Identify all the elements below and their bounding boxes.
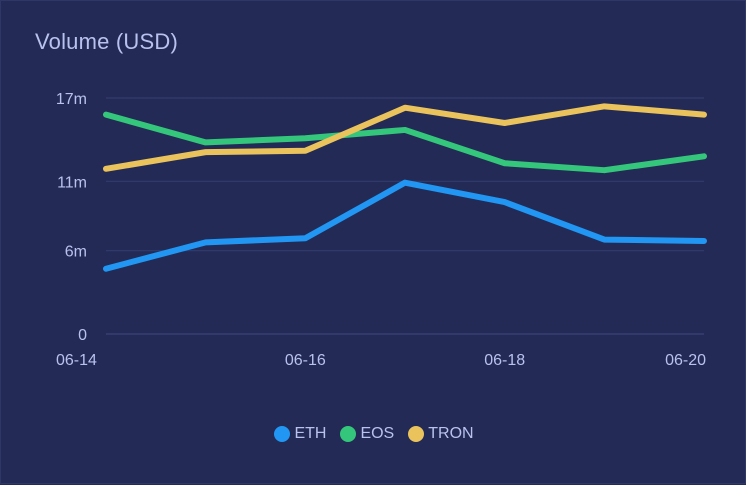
- x-tick-label: 06-16: [285, 352, 326, 369]
- y-tick-label: 17m: [56, 91, 87, 108]
- eos-legend-dot-icon: [340, 426, 357, 442]
- data-point-eos[interactable]: [203, 139, 209, 145]
- data-point-tron[interactable]: [302, 148, 308, 154]
- data-point-tron[interactable]: [502, 120, 508, 126]
- legend-item-tron[interactable]: TRON: [408, 425, 474, 443]
- legend-item-eos[interactable]: EOS: [340, 425, 394, 443]
- data-point-tron[interactable]: [103, 166, 109, 172]
- x-tick-label: 06-20: [665, 352, 706, 369]
- data-point-tron[interactable]: [402, 105, 408, 111]
- x-tick-label: 06-18: [484, 352, 525, 369]
- x-tick-label: 06-14: [56, 352, 97, 369]
- data-point-eos[interactable]: [302, 135, 308, 141]
- data-point-eth[interactable]: [701, 238, 707, 244]
- legend-label-eth: ETH: [294, 425, 327, 442]
- series-line-eos[interactable]: [103, 111, 707, 174]
- tron-legend-dot-icon: [408, 426, 425, 442]
- data-point-eos[interactable]: [502, 160, 508, 166]
- series-lines: [103, 103, 707, 272]
- data-point-tron[interactable]: [701, 112, 707, 118]
- eth-legend-dot-icon: [274, 426, 291, 442]
- data-point-eos[interactable]: [103, 112, 109, 118]
- data-point-eos[interactable]: [701, 153, 707, 159]
- data-point-eth[interactable]: [601, 237, 607, 243]
- data-point-eos[interactable]: [402, 127, 408, 133]
- data-point-tron[interactable]: [203, 149, 209, 155]
- data-point-tron[interactable]: [601, 103, 607, 109]
- data-point-eth[interactable]: [203, 239, 209, 245]
- data-point-eth[interactable]: [103, 266, 109, 272]
- x-axis-ticks: 06-14 06-16 06-18 06-20: [56, 352, 706, 369]
- legend-label-tron: TRON: [428, 425, 474, 442]
- y-tick-label: 6m: [65, 244, 87, 261]
- series-line-eth[interactable]: [103, 179, 707, 272]
- gridlines: [106, 97, 704, 335]
- y-tick-label: 0: [78, 327, 87, 344]
- data-point-eth[interactable]: [402, 180, 408, 186]
- legend-item-eth[interactable]: ETH: [274, 425, 326, 443]
- legend-label-eos: EOS: [360, 425, 395, 442]
- data-point-eth[interactable]: [502, 199, 508, 205]
- data-point-eos[interactable]: [601, 167, 607, 173]
- chart-title: Volume (USD): [35, 29, 178, 54]
- data-point-eth[interactable]: [302, 235, 308, 241]
- legend: ETH EOS TRON: [1, 425, 746, 443]
- y-tick-label: 11m: [57, 174, 87, 191]
- y-axis-ticks: 0 6m 11m 17m: [56, 91, 87, 344]
